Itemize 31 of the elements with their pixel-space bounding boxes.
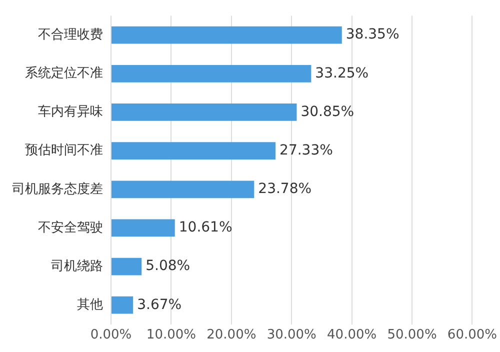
x-tick-label: 40.00% [327, 328, 377, 343]
data-label: 10.61% [178, 220, 232, 236]
bar [112, 64, 312, 82]
bar [112, 26, 342, 44]
bar [112, 142, 276, 160]
x-tick-label: 0.00% [90, 328, 132, 343]
y-tick-label: 司机服务态度差 [12, 180, 103, 197]
data-label: 3.67% [137, 296, 182, 313]
y-tick-label: 其他 [77, 297, 103, 312]
y-tick-label: 系统定位不准 [25, 66, 103, 82]
bar [112, 104, 297, 121]
bar [112, 258, 142, 276]
x-tick-label: 30.00% [266, 328, 316, 343]
y-tick-label: 不合理收费 [38, 27, 103, 42]
data-label: 30.85% [300, 104, 354, 120]
x-tick-label: 20.00% [206, 328, 256, 343]
y-tick-label: 预估时间不准 [25, 143, 103, 158]
data-label: 33.25% [315, 65, 369, 82]
x-tick-label: 10.00% [146, 328, 196, 343]
data-label: 23.78% [258, 181, 312, 198]
data-label: 5.08% [146, 258, 190, 274]
x-tick-label: 50.00% [387, 328, 437, 343]
bar [112, 296, 134, 314]
bar [112, 219, 175, 237]
bar [112, 180, 254, 198]
x-tick-label: 60.00% [447, 328, 498, 343]
y-tick-label: 车内有异味 [38, 104, 103, 120]
y-tick-label: 司机绕路 [51, 258, 103, 274]
y-tick-label: 不安全驾驶 [38, 219, 103, 236]
data-label: 38.35% [346, 26, 400, 43]
data-label: 27.33% [280, 142, 333, 158]
